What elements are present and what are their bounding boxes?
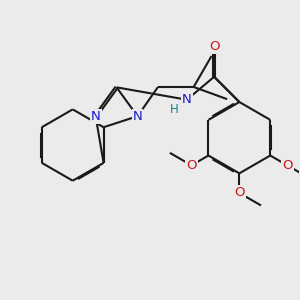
Text: N: N xyxy=(91,110,100,123)
Text: N: N xyxy=(182,93,192,106)
Text: O: O xyxy=(282,159,292,172)
Text: O: O xyxy=(209,40,219,53)
Text: N: N xyxy=(133,110,142,123)
Text: O: O xyxy=(186,159,197,172)
Text: H: H xyxy=(169,103,178,116)
Text: O: O xyxy=(234,187,244,200)
